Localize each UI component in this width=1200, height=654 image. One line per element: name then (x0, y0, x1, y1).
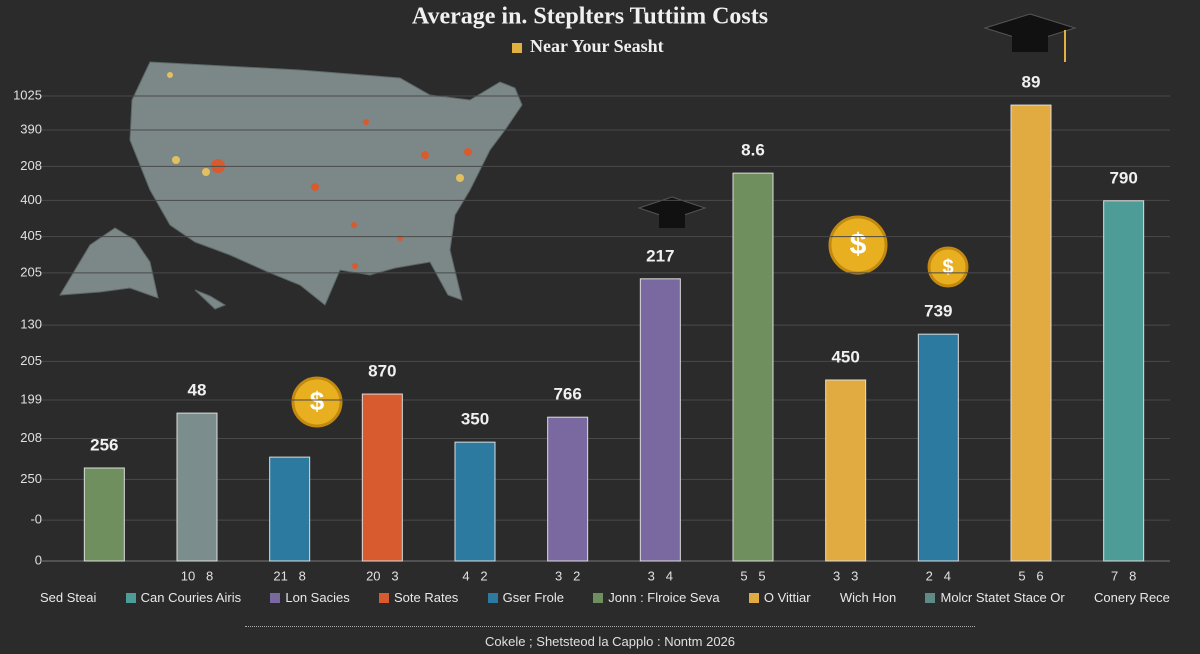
bar (1103, 200, 1145, 562)
legend: Sed Steai Can Couries Airis Lon Sacies Sote… (40, 590, 1170, 605)
bar-label: 739 (924, 302, 952, 321)
legend-label: Jonn : Flroice Seva (608, 590, 720, 605)
legend-item: Jonn : Flroice Seva (593, 590, 720, 605)
footer: Cokele ; Shetsteod la Capplo : Nontm 202… (245, 626, 975, 649)
legend-item: Conery Rece (1094, 590, 1170, 605)
x-tick-label: 10 8 (181, 568, 214, 583)
y-tick-label: 390 (20, 121, 42, 136)
bar-label: 350 (461, 410, 489, 429)
bar-label: 766 (553, 385, 581, 404)
bar-label: 8.6 (741, 141, 765, 160)
legend-label: Molcr Statet Stace Or (940, 590, 1065, 605)
map (59, 61, 523, 310)
legend-item: O Vittiar (748, 590, 811, 605)
legend-label: Conery Rece (1094, 590, 1170, 605)
y-tick-label: 250 (20, 471, 42, 486)
legend-item: Sote Rates (378, 590, 459, 605)
svg-text:$: $ (850, 228, 867, 261)
bar-label: 217 (646, 246, 674, 265)
y-tick-label: 208 (20, 430, 42, 445)
legend-swatch (125, 592, 136, 603)
y-tick-label: 199 (20, 391, 42, 406)
bar-label: 790 (1109, 168, 1137, 187)
bar (361, 393, 403, 562)
legend-item: Can Couries Airis (125, 590, 242, 605)
x-tick-label: 7 8 (1111, 568, 1136, 583)
x-tick-label: 20 3 (366, 568, 399, 583)
bar (732, 172, 774, 562)
svg-text:$: $ (310, 386, 325, 416)
legend-label: Sote Rates (393, 590, 459, 605)
bar (1010, 104, 1052, 562)
bar (547, 416, 589, 562)
y-tick-label: 205 (20, 353, 42, 368)
subtitle-marker (512, 43, 522, 53)
legend-item: Gser Frole (487, 590, 564, 605)
legend-item: Lon Sacies (270, 590, 350, 605)
legend-item: Sed Steai (40, 590, 96, 605)
bar (269, 456, 311, 562)
legend-item: Molcr Statet Stace Or (925, 590, 1065, 605)
legend-label: Can Couries Airis (140, 590, 242, 605)
x-tick-label: 2 4 (926, 568, 951, 583)
y-tick-label: 405 (20, 228, 42, 243)
bar (825, 379, 867, 562)
bar-label: 48 (188, 381, 207, 400)
svg-text:$: $ (942, 256, 953, 278)
x-tick-label: 5 6 (1018, 568, 1043, 583)
y-tick-label: 1025 (13, 87, 42, 102)
y-tick-label: 0 (35, 552, 42, 567)
bar-label: 870 (368, 362, 396, 381)
bar (917, 333, 959, 562)
bar (176, 412, 218, 562)
x-tick-label: 3 2 (555, 568, 580, 583)
x-tick-label: 3 3 (833, 568, 858, 583)
legend-swatch (378, 592, 389, 603)
bar-label: 450 (831, 347, 859, 366)
x-tick-label: 3 4 (648, 568, 673, 583)
y-tick-label: 400 (20, 192, 42, 207)
legend-swatch (925, 592, 936, 603)
y-tick-label: 205 (20, 264, 42, 279)
y-tick-label: -0 (30, 512, 42, 527)
legend-item: Wich Hon (840, 590, 896, 605)
x-tick-label: 21 8 (273, 568, 306, 583)
bar (639, 278, 681, 562)
legend-label: O Vittiar (763, 590, 811, 605)
legend-label: Wich Hon (839, 590, 897, 605)
x-tick-label: 5 5 (740, 568, 765, 583)
legend-label: Gser Frole (502, 590, 564, 605)
legend-label: Sed Steai (40, 590, 97, 605)
x-tick-label: 4 2 (462, 568, 487, 583)
bar (454, 441, 496, 562)
chart-subtitle: Near Your Seasht (530, 36, 664, 56)
y-tick-label: 208 (20, 158, 42, 173)
map-dots (167, 72, 472, 269)
bar-label: 89 (1022, 73, 1041, 92)
y-tick-label: 130 (20, 317, 42, 332)
bar (83, 467, 125, 562)
bar-label: 256 (90, 435, 118, 454)
legend-label: Lon Sacies (285, 590, 350, 605)
legend-swatch (748, 592, 759, 603)
legend-swatch (593, 592, 604, 603)
chart-title: Average in. Steplters Tuttiim Costs (412, 4, 768, 30)
legend-swatch (270, 592, 281, 603)
legend-swatch (487, 592, 498, 603)
